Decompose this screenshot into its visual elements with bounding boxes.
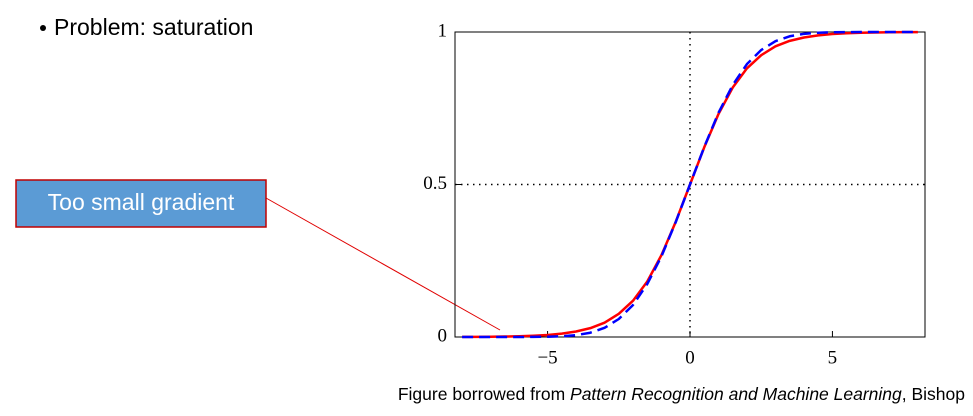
x-tick-label: 0 [685, 347, 695, 368]
x-tick-label: 5 [828, 347, 838, 368]
x-tick-label: −5 [537, 347, 557, 368]
y-tick-label: 0 [438, 325, 448, 346]
callout-pointer [265, 197, 501, 331]
bullet-dot [40, 25, 46, 31]
y-tick-label: 1 [438, 20, 448, 41]
callout-box [15, 179, 267, 228]
caption-prefix: Figure borrowed from [398, 384, 570, 404]
series-line [462, 30, 918, 339]
y-tick-label: 0.5 [423, 173, 447, 194]
caption: Figure borrowed from Pattern Recognition… [398, 384, 965, 404]
plot: −5 0 5 0 0.5 1 [423, 20, 926, 368]
caption-suffix: , Bishop [902, 384, 965, 404]
callout-text: Too small gradient [48, 189, 235, 215]
bullet-text: Problem: saturation [54, 14, 253, 40]
caption-book: Pattern Recognition and Machine Learning [570, 384, 902, 404]
